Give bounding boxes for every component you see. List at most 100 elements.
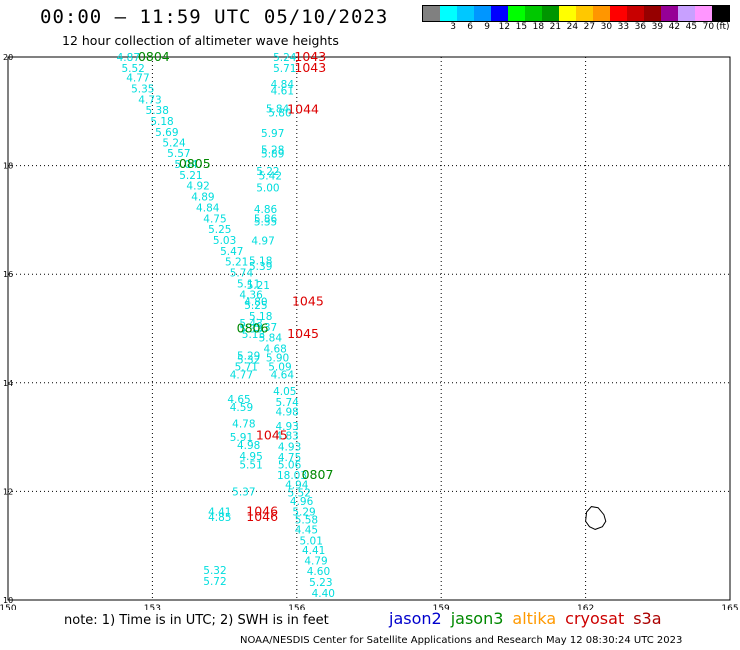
legend-swatch <box>457 6 474 21</box>
wave-height-label: 4.85 <box>208 512 231 524</box>
wave-height-label: 4.79 <box>304 555 327 567</box>
pass-time-label: 1044 <box>287 102 319 117</box>
wave-height-label: 5.42 <box>259 170 282 182</box>
plot-frame <box>7 56 731 601</box>
wave-height-label: 5.71 <box>235 362 258 374</box>
legend-swatch <box>440 6 457 21</box>
wave-height-label: 4.64 <box>271 370 295 382</box>
wave-height-label: 4.77 <box>230 370 253 382</box>
wave-height-label: 4.73 <box>138 94 161 106</box>
y-tick-label: 18 <box>3 162 13 171</box>
x-tick-label: 159 <box>433 604 450 610</box>
wave-height-label: 5.43 <box>239 318 262 330</box>
wave-height-label: 5.25 <box>208 224 231 236</box>
wave-height-label: 4.83 <box>275 430 298 442</box>
legend-swatch <box>627 6 644 21</box>
wave-height-label: 4.96 <box>290 496 314 508</box>
x-tick-label: 150 <box>0 604 17 610</box>
legend-swatch <box>423 6 440 21</box>
wave-height-label: 5.11 <box>237 278 260 290</box>
legend-bin-label: 18 <box>532 22 545 32</box>
wave-height-label: 5.18 <box>150 116 173 128</box>
wave-height-label: 5.35 <box>254 217 277 229</box>
pass-time-label: 1046 <box>246 503 278 518</box>
legend-bin-label: 36 <box>634 22 647 32</box>
wave-height-label: 5.57 <box>167 148 190 160</box>
wave-height-label: 5.91 <box>230 432 253 444</box>
wave-height-label: 5.24 <box>162 137 186 149</box>
legend-unit-label: (ft) <box>716 22 730 32</box>
wave-height-label: 4.77 <box>126 73 149 85</box>
credit-line: NOAA/NESDIS Center for Satellite Applica… <box>240 635 683 646</box>
wave-height-label: 5.84 <box>266 104 290 116</box>
wave-height-label: 4.75 <box>203 213 226 225</box>
satellite-label-jason3: jason3 <box>450 609 504 628</box>
wave-height-label: 4.97 <box>251 236 274 248</box>
wave-height-label: 5.38 <box>146 105 169 117</box>
wave-height-label: 5.04 <box>174 159 198 171</box>
wave-height-label: 4.75 <box>278 452 301 464</box>
wave-height-label: 5.03 <box>213 235 236 247</box>
wave-height-label: 4.36 <box>239 289 263 301</box>
wave-height-label: 4.65 <box>227 394 250 406</box>
legend-swatch <box>593 6 610 21</box>
wave-height-label: 5.00 <box>256 182 279 194</box>
pass-time-label: 1045 <box>256 427 288 442</box>
wave-height-label: 4.84 <box>271 79 295 91</box>
legend-swatch <box>661 6 678 21</box>
legend-swatch <box>542 6 559 21</box>
y-tick-label: 10 <box>3 596 13 605</box>
legend-swatch <box>559 6 576 21</box>
y-tick-label: 20 <box>3 53 13 62</box>
legend-bin-label: 3 <box>450 22 457 32</box>
chart-title: 00:00 – 11:59 UTC 05/10/2023 <box>40 6 389 28</box>
wave-height-label: 5.89 <box>261 149 284 161</box>
wave-height-label: 5.35 <box>131 83 154 95</box>
wave-height-label: 4.60 <box>307 566 330 578</box>
pass-time-label: 0805 <box>179 156 211 171</box>
legend-swatch <box>491 6 508 21</box>
footnote: note: 1) Time is in UTC; 2) SWH is in fe… <box>64 613 329 628</box>
wave-height-label: 4.93 <box>275 421 298 433</box>
wave-height-label: 5.21 <box>225 257 248 269</box>
legend-bin-label: 30 <box>600 22 613 32</box>
x-tick-label: 153 <box>144 604 161 610</box>
wave-height-label: 5.28 <box>261 144 284 156</box>
x-tick-label: 165 <box>721 604 738 610</box>
wave-height-label: 5.32 <box>203 565 226 577</box>
pass-time-label: 1043 <box>294 60 326 75</box>
legend-bin-label: 9 <box>484 22 491 32</box>
wave-height-label: 4.41 <box>302 545 325 557</box>
wave-height-label: 5.18 <box>249 311 272 323</box>
wave-height-label: 5.22 <box>256 166 279 178</box>
wave-height-label: 5.80 <box>268 107 291 119</box>
wave-height-label: 5.90 <box>266 352 289 364</box>
wave-height-label: 5.39 <box>249 261 272 273</box>
wave-height-label: 5.52 <box>288 487 311 499</box>
wave-height-label: 5.71 <box>273 63 296 75</box>
wave-height-label: 5.52 <box>121 63 144 75</box>
legend-swatch <box>644 6 661 21</box>
wave-height-label: 5.29 <box>292 506 315 518</box>
wave-height-label: 4.87 <box>117 52 140 64</box>
wave-height-label: 5.09 <box>268 362 291 374</box>
satellite-label-cryosat: cryosat <box>565 609 625 628</box>
wave-height-label: 5.74 <box>230 268 254 280</box>
wave-height-label: 4.98 <box>237 440 260 452</box>
wave-height-label: 5.32 <box>237 354 260 366</box>
wave-height-label: 5.69 <box>155 127 178 139</box>
wave-height-label: 5.37 <box>232 486 255 498</box>
legend-swatch <box>712 6 729 21</box>
wave-height-label: 5.21 <box>179 170 202 182</box>
legend-bin-label: 24 <box>566 22 579 32</box>
wave-height-label: 5.86 <box>254 213 278 225</box>
wave-height-label: 5.97 <box>261 128 284 140</box>
legend-swatch <box>576 6 593 21</box>
satellite-label-s3a: s3a <box>633 609 662 628</box>
legend-swatch <box>610 6 627 21</box>
wave-height-label: 5.23 <box>309 577 332 589</box>
pass-time-label: 1045 <box>287 326 319 341</box>
wave-height-label: 5.72 <box>203 576 226 588</box>
chart-subtitle: 12 hour collection of altimeter wave hei… <box>62 33 339 48</box>
legend-bin-label: 15 <box>515 22 528 32</box>
